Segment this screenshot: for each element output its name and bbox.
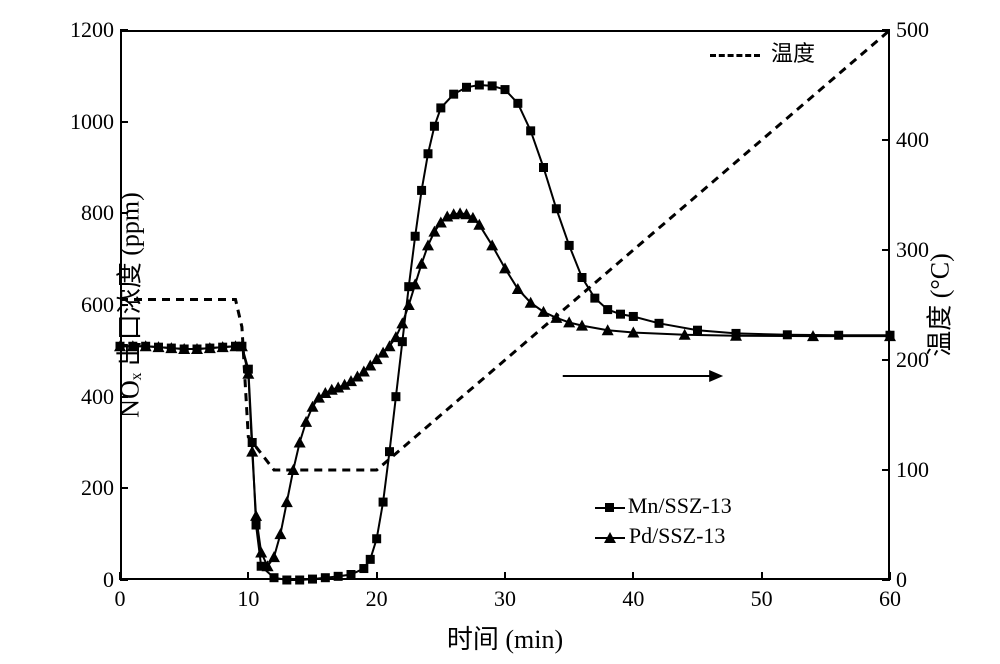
y-right-tick: 300 (896, 237, 929, 263)
x-axis-label: 时间 (min) (447, 619, 563, 656)
x-tick: 10 (237, 586, 259, 612)
y-right-tick: 0 (896, 567, 907, 593)
x-tick: 0 (115, 586, 126, 612)
y-left-tick: 200 (81, 475, 114, 501)
plot-svg (120, 30, 890, 580)
y-left-tick: 0 (103, 567, 114, 593)
legend-series: Mn/SSZ-13 Pd/SSZ-13 (595, 493, 732, 549)
legend-pd-label: Pd/SSZ-13 (629, 523, 726, 548)
y-axis-right-label: 温度 (°C) (920, 253, 957, 357)
y-left-tick: 1200 (70, 17, 114, 43)
square-marker-icon (605, 503, 614, 512)
y-left-tick: 1000 (70, 109, 114, 135)
triangle-marker-icon (604, 532, 616, 543)
y-left-tick: 600 (81, 292, 114, 318)
y-right-tick: 500 (896, 17, 929, 43)
x-tick: 40 (622, 586, 644, 612)
y-right-tick: 200 (896, 347, 929, 373)
x-tick: 50 (751, 586, 773, 612)
y-right-tick: 100 (896, 457, 929, 483)
y-right-tick: 400 (896, 127, 929, 153)
dash-swatch (710, 54, 760, 57)
x-tick: 30 (494, 586, 516, 612)
legend-item-mn: Mn/SSZ-13 (595, 493, 732, 519)
arrow-to-right-axis (563, 370, 723, 382)
chart-container: NOₓ 出口浓度 (ppm) 温度 (°C) 时间 (min) 01020304… (0, 0, 1000, 664)
x-tick: 20 (366, 586, 388, 612)
y-left-tick: 400 (81, 384, 114, 410)
y-left-tick: 800 (81, 200, 114, 226)
legend-temp-label: 温度 (771, 41, 815, 66)
legend-mn-label: Mn/SSZ-13 (628, 493, 732, 518)
legend-temperature: 温度 (710, 36, 815, 68)
legend-item-pd: Pd/SSZ-13 (595, 523, 732, 549)
